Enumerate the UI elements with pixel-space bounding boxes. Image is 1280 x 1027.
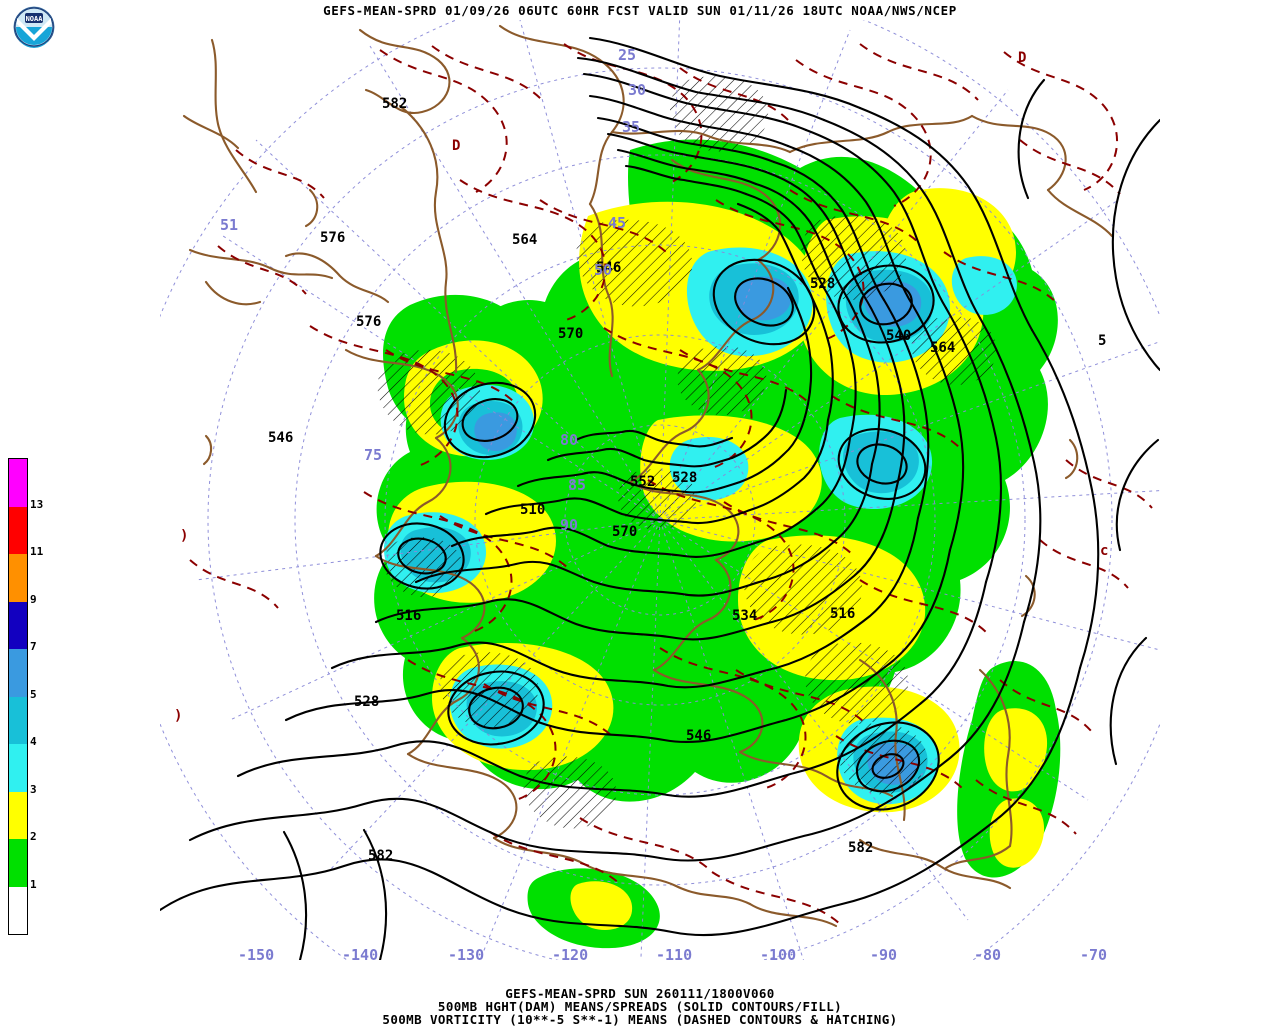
svg-text:510: 510 xyxy=(520,502,545,518)
spread-color-scale xyxy=(8,458,28,935)
page-title: GEFS-MEAN-SPRD 01/09/26 06UTC 60HR FCST … xyxy=(323,3,957,18)
legend-tick-9: 9 xyxy=(30,592,37,606)
vorticity-center-labels: D D ) c ) xyxy=(174,50,1108,724)
svg-text:552: 552 xyxy=(630,474,655,490)
legend-band-7 xyxy=(9,601,27,649)
legend-tick-11: 11 xyxy=(30,545,44,558)
legend-tick-4: 4 xyxy=(30,735,37,748)
svg-text:540: 540 xyxy=(886,328,911,344)
svg-text:80: 80 xyxy=(560,431,578,449)
svg-text:570: 570 xyxy=(558,326,583,342)
svg-text:85: 85 xyxy=(568,476,586,494)
svg-text:-70: -70 xyxy=(1080,946,1107,960)
legend-band-5 xyxy=(9,649,27,697)
svg-text:516: 516 xyxy=(830,606,855,622)
noaa-logo: NOAA xyxy=(13,6,55,48)
svg-text:564: 564 xyxy=(930,340,955,356)
svg-text:564: 564 xyxy=(512,232,537,248)
svg-text:-90: -90 xyxy=(870,946,897,960)
svg-text:528: 528 xyxy=(672,470,697,486)
contour-labels: 582 576 564 546 528 540 564 570 576 546 … xyxy=(268,96,1106,864)
svg-text:-120: -120 xyxy=(552,946,588,960)
legend-band-base xyxy=(9,886,27,934)
svg-text:25: 25 xyxy=(618,46,636,64)
graticule-labels: 25 30 35 45 50 75 80 85 90 51 -150 -140 … xyxy=(220,46,1107,960)
svg-text:D: D xyxy=(1018,50,1026,66)
noaa-logo-text: NOAA xyxy=(26,15,44,23)
svg-text:582: 582 xyxy=(382,96,407,112)
legend-band-1 xyxy=(9,839,27,887)
graticule xyxy=(160,20,1160,960)
svg-text:90: 90 xyxy=(560,516,578,534)
svg-text:50: 50 xyxy=(594,261,612,279)
svg-text:528: 528 xyxy=(810,276,835,292)
svg-text:546: 546 xyxy=(268,430,293,446)
svg-text:30: 30 xyxy=(628,81,646,99)
legend-band-9 xyxy=(9,554,27,602)
svg-text:546: 546 xyxy=(596,260,621,276)
svg-text:546: 546 xyxy=(686,728,711,744)
svg-text:51: 51 xyxy=(220,216,238,234)
map-canvas: 582 576 564 546 528 540 564 570 576 546 … xyxy=(160,20,1160,960)
svg-text:576: 576 xyxy=(356,314,381,330)
legend-band-2 xyxy=(9,791,27,839)
legend-tick-7: 7 xyxy=(30,640,37,653)
caption-line-1: GEFS-MEAN-SPRD SUN 260111/1800V060 xyxy=(505,986,775,1001)
legend-band-4 xyxy=(9,696,27,744)
svg-text:-140: -140 xyxy=(342,946,378,960)
svg-text:-110: -110 xyxy=(656,946,692,960)
svg-text:c: c xyxy=(1100,543,1108,559)
legend-tick-5: 5 xyxy=(30,687,37,701)
legend-tick-2: 2 xyxy=(30,830,37,843)
svg-text:-130: -130 xyxy=(448,946,484,960)
legend-band-11 xyxy=(9,506,27,554)
svg-text:516: 516 xyxy=(396,608,421,624)
svg-text:5: 5 xyxy=(1098,333,1106,349)
svg-text:582: 582 xyxy=(368,848,393,864)
svg-text:534: 534 xyxy=(732,608,757,624)
legend-tick-3: 3 xyxy=(30,782,37,796)
legend-band-3 xyxy=(9,744,27,792)
svg-text:): ) xyxy=(174,708,182,724)
coastlines xyxy=(182,24,1114,928)
vorticity-contours xyxy=(189,43,1153,925)
svg-text:45: 45 xyxy=(608,214,626,232)
vorticity-hatching xyxy=(377,76,997,829)
spread-color-scale-ticks: 13 11 9 7 5 4 3 2 1 xyxy=(30,458,70,935)
svg-text:35: 35 xyxy=(622,118,640,136)
legend-tick-1: 1 xyxy=(30,877,37,891)
legend-tick-13: 13 xyxy=(30,497,44,511)
svg-text:-100: -100 xyxy=(760,946,796,960)
legend-band-13 xyxy=(9,459,27,507)
svg-text:D: D xyxy=(452,138,460,154)
svg-text:528: 528 xyxy=(354,694,379,710)
caption-line-3: 500MB VORTICITY (10**-5 S**-1) MEANS (DA… xyxy=(382,1012,898,1027)
svg-text:576: 576 xyxy=(320,230,345,246)
svg-text:-80: -80 xyxy=(974,946,1001,960)
svg-text:-150: -150 xyxy=(238,946,274,960)
forecast-map: 582 576 564 546 528 540 564 570 576 546 … xyxy=(160,20,1160,960)
svg-text:582: 582 xyxy=(848,840,873,856)
height-contours xyxy=(160,36,1160,960)
svg-text:): ) xyxy=(180,528,188,544)
svg-text:570: 570 xyxy=(612,524,637,540)
svg-text:75: 75 xyxy=(364,446,382,464)
caption-line-2: 500MB HGHT(DAM) MEANS/SPREADS (SOLID CON… xyxy=(437,999,843,1014)
